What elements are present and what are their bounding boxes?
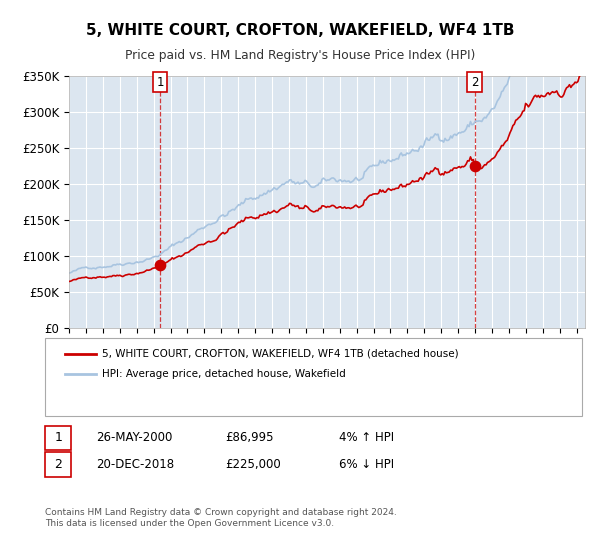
Text: £225,000: £225,000 (225, 458, 281, 472)
Text: 4% ↑ HPI: 4% ↑ HPI (339, 431, 394, 445)
Point (470, 161, 479, 170)
Text: £86,995: £86,995 (225, 431, 274, 445)
Text: 6% ↓ HPI: 6% ↓ HPI (339, 458, 394, 472)
Text: 5, WHITE COURT, CROFTON, WAKEFIELD, WF4 1TB (detached house): 5, WHITE COURT, CROFTON, WAKEFIELD, WF4 … (102, 349, 458, 359)
Text: 5, WHITE COURT, CROFTON, WAKEFIELD, WF4 1TB: 5, WHITE COURT, CROFTON, WAKEFIELD, WF4 … (86, 24, 514, 38)
Point (155, 260, 165, 269)
Text: Contains HM Land Registry data © Crown copyright and database right 2024.
This d: Contains HM Land Registry data © Crown c… (45, 508, 397, 528)
Text: 20-DEC-2018: 20-DEC-2018 (96, 458, 174, 472)
Text: 1: 1 (157, 76, 164, 88)
Text: 2: 2 (471, 76, 478, 88)
Text: 2: 2 (54, 458, 62, 472)
Text: Price paid vs. HM Land Registry's House Price Index (HPI): Price paid vs. HM Land Registry's House … (125, 49, 475, 63)
Text: 1: 1 (54, 431, 62, 445)
Text: HPI: Average price, detached house, Wakefield: HPI: Average price, detached house, Wake… (102, 368, 346, 379)
Text: 26-MAY-2000: 26-MAY-2000 (96, 431, 172, 445)
